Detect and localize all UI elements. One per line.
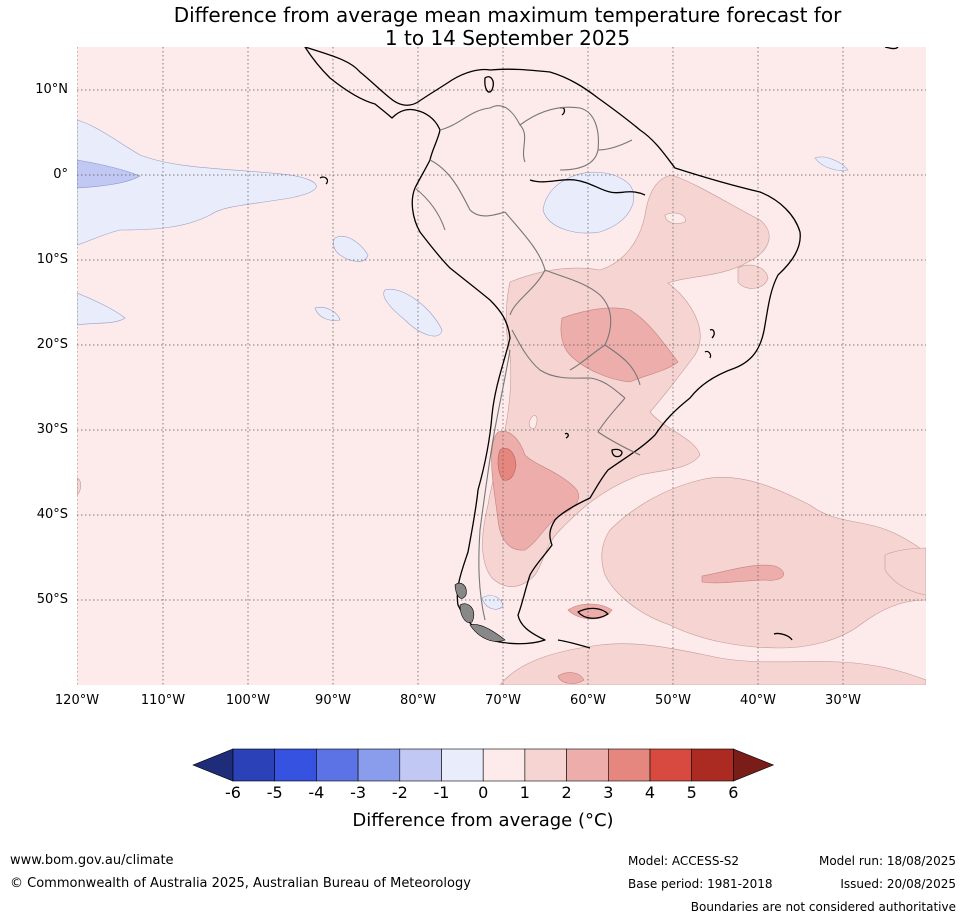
boundaries-disclaimer: Boundaries are not considered authoritat… [690,900,956,914]
cool-region-patagonia [481,595,504,610]
colorbar-extend-low [192,748,234,782]
colorbar-extend-high [733,748,775,782]
warm-region-islet-1 [567,603,613,620]
warm-region-northeast [737,264,769,289]
latitude-label: 10°S [36,252,68,267]
colorbar-swatch [649,748,693,782]
warm-region-islet-2 [557,672,585,684]
colorbar-swatch [607,748,651,782]
warm-region-bolivia [560,307,679,383]
longitude-label: 70°W [485,693,521,708]
cool-region-pacific [77,119,317,246]
longitude-label: 30°W [825,693,861,708]
colorbar-swatch [441,748,484,782]
cool-region-islet-1 [333,235,369,262]
colorbar-tick-label: 4 [644,783,656,802]
cool-region-islet-2 [383,288,443,337]
colorbar-tick-label: -4 [308,783,325,802]
website-link[interactable]: www.bom.gov.au/climate [10,853,174,868]
patagonia-islands [454,582,506,642]
latitude-label: 30°S [36,422,68,437]
colorbar-swatch [316,748,359,782]
colorbar-swatch [274,748,317,782]
warm-region-hotspot [497,448,517,481]
colorbar-swatch [357,748,401,782]
colorbar-tick-label: -3 [350,783,367,802]
latitude-label: 40°S [36,507,68,522]
colorbar-tick-label: 0 [478,783,489,802]
neutral-patch-1 [664,212,686,224]
longitude-label: 80°W [400,693,436,708]
longitude-label: 100°W [225,693,271,708]
warm-region-atlantic-south [601,477,926,649]
warm-region-south-band [499,643,926,685]
base-period: Base period: 1981-2018 [628,877,773,891]
copyright-text: © Commonwealth of Australia 2025, Austra… [10,876,471,891]
colorbar-swatch [482,748,526,782]
colorbar-tick-label: 1 [519,783,530,802]
colorbar-tick-label: 3 [603,783,614,802]
longitude-label: 120°W [54,693,100,708]
colorbar-swatch [566,748,609,782]
cool-region-atlantic [814,156,849,171]
colorbar-tick-label: 2 [561,783,572,802]
coastline [304,47,899,649]
longitude-label: 40°W [740,693,776,708]
warm-region-atlantic-band [701,564,785,584]
longitude-label: 110°W [140,693,186,708]
colorbar-tick-label: -2 [391,783,408,802]
colorbar-tick-label: -5 [266,783,283,802]
longitude-label: 60°W [570,693,606,708]
warm-region-west-edge [77,477,82,496]
cool-region-pacific-south [77,292,126,326]
colorbar-tick-label: -6 [225,783,241,802]
title-line-2: 1 to 14 September 2025 [384,26,631,50]
colorbar-swatch [524,748,567,782]
latitude-label: 0° [53,167,68,182]
colorbar [192,748,775,782]
map-title: Difference from average mean maximum tem… [0,4,965,50]
country-borders [414,105,641,621]
colorbar-tick-label: 5 [686,783,697,802]
longitude-label: 50°W [655,693,691,708]
colorbar-swatch [691,748,734,782]
colorbar-tick-label: 6 [728,783,739,802]
cool-region-islet-3 [314,307,341,321]
colorbar-swatch [232,748,276,782]
latitude-label: 10°N [35,82,68,97]
cool-region-amazon [542,171,635,234]
cool-region-pacific-core [77,159,141,189]
issued-date: Issued: 20/08/2025 [840,877,956,891]
latitude-label: 20°S [36,337,68,352]
colorbar-tick-label: -1 [433,783,450,802]
colorbar-swatch [399,748,442,782]
colorbar-title: Difference from average (°C) [352,810,614,831]
model-name: Model: ACCESS-S2 [628,854,740,868]
model-run-date: Model run: 18/08/2025 [818,854,956,868]
neutral-patch-2 [528,415,538,429]
title-line-1: Difference from average mean maximum tem… [173,3,842,27]
latitude-label: 50°S [36,592,68,607]
longitude-label: 90°W [315,693,351,708]
warm-region-east-edge [884,547,926,596]
graticule [77,47,926,685]
